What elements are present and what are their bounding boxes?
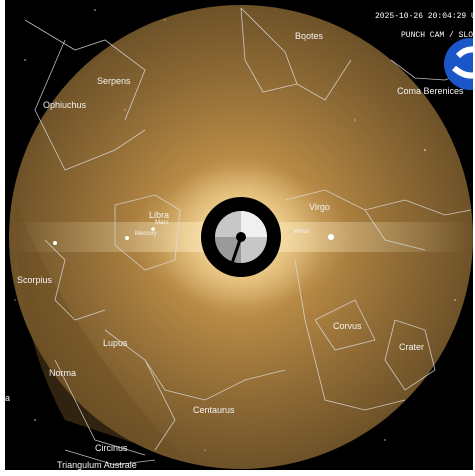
label-mars: Mars xyxy=(155,220,169,226)
label-corvus: Corvus xyxy=(333,321,362,331)
instrument-text: PUNCH CAM / SLOR xyxy=(401,31,473,40)
label-serpens: Serpens xyxy=(97,76,131,86)
corona-shadow xyxy=(15,200,185,460)
label-venus: Venus xyxy=(293,229,310,235)
constellation-line xyxy=(314,299,376,351)
constellation-line xyxy=(24,19,146,121)
planet-mercury-dot xyxy=(125,236,129,240)
constellation-line xyxy=(104,329,286,401)
label-lupus: Lupus xyxy=(103,338,128,348)
constellation-line xyxy=(296,59,352,101)
label-scorpius: Scorpius xyxy=(17,275,53,285)
label-crater: Crater xyxy=(399,342,425,352)
label-virgo: Virgo xyxy=(309,202,330,212)
constellation-line xyxy=(54,359,146,456)
constellation-lines xyxy=(24,7,472,466)
constellation-line xyxy=(144,359,176,451)
constellation-line xyxy=(114,194,181,271)
label-ophiuchus: Ophiuchus xyxy=(43,100,87,110)
constellation-line xyxy=(64,449,156,466)
constellation-line xyxy=(384,319,436,391)
label-mercury: Mercury xyxy=(135,231,157,237)
occulter xyxy=(201,197,281,277)
planet-mars-dot xyxy=(151,227,155,231)
constellation-line xyxy=(284,189,472,216)
coronagraph-frame: 2025-10-26 20:04:29 UT PUNCH CAM / SLOR … xyxy=(5,0,473,470)
label-libra: Libra xyxy=(149,210,170,220)
star-field xyxy=(14,9,456,451)
label-bootes: Bootes xyxy=(295,31,324,41)
label-edge: a xyxy=(5,393,11,403)
label-norma: Norma xyxy=(49,368,77,378)
constellation-line xyxy=(240,7,298,93)
label-triangulum-australe: Triangulum Australe xyxy=(57,460,137,470)
star-bright xyxy=(53,241,57,245)
label-coma-berenices: Coma Berenices xyxy=(397,86,464,96)
label-circinus: Circinus xyxy=(95,443,128,453)
planet-venus-dot xyxy=(328,234,334,240)
coronagraph-image xyxy=(9,5,473,469)
constellation-line xyxy=(364,209,426,251)
constellation-line xyxy=(34,39,146,171)
label-centaurus: Centaurus xyxy=(193,405,235,415)
agency-logo-icon xyxy=(444,38,473,90)
constellation-line xyxy=(294,259,406,411)
timestamp-text: 2025-10-26 20:04:29 UT xyxy=(375,12,473,21)
constellation-line xyxy=(44,239,106,321)
